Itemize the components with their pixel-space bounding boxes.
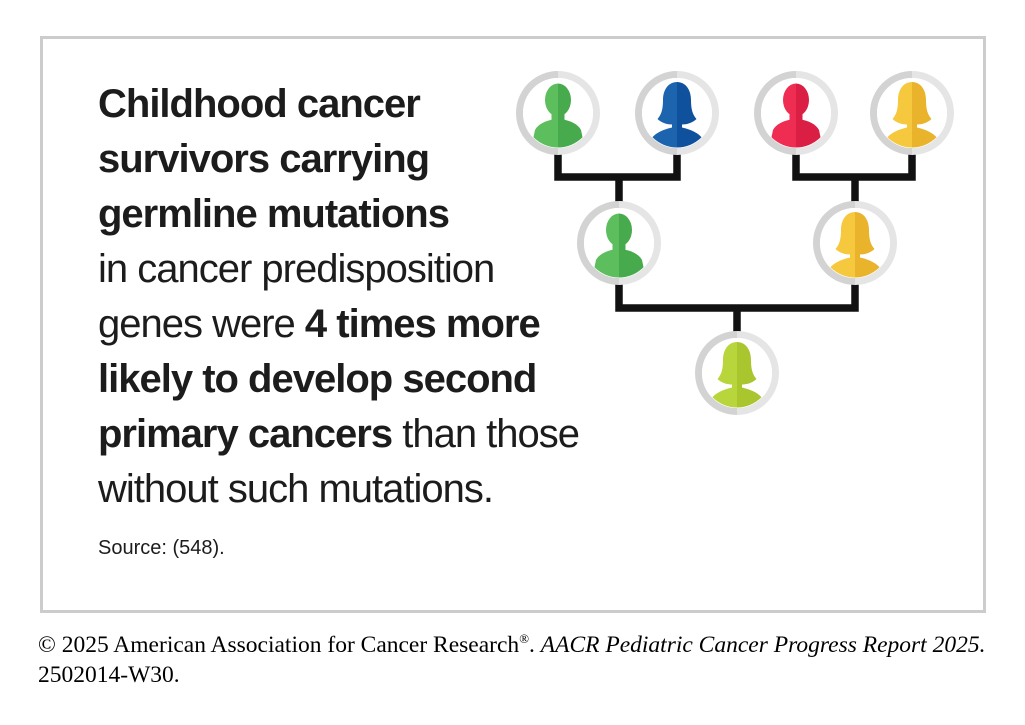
copyright-text: © 2025 American Association for Cancer R… [38, 632, 520, 658]
family-connector-bracket [554, 152, 681, 203]
person-icon-grandparent-yellow-female [870, 71, 954, 155]
person-icon-grandparent-blue-female [635, 71, 719, 155]
source-citation: Source: (548). [98, 537, 225, 559]
statement-bold-text: likely to develop second [98, 357, 537, 401]
person-icon-parent-yellow-female [813, 201, 897, 285]
family-connector-bracket [615, 282, 859, 333]
family-connector-bracket [792, 152, 916, 203]
statement-bold-text: primary cancers [98, 412, 393, 456]
statement-line: survivors carrying [98, 132, 579, 187]
registered-mark: ® [519, 631, 529, 647]
statement-line: primary cancers than those [98, 407, 580, 462]
statement-line: in cancer predisposition [98, 242, 579, 297]
copyright-footer: © 2025 American Association for Cancer R… [38, 630, 998, 690]
copyright-line-2: 2502014-W30. [38, 662, 180, 688]
headline-statement: Childhood cancer survivors carrying germli… [98, 77, 580, 517]
report-title: AACR Pediatric Cancer Progress Report 20… [540, 632, 986, 658]
statement-line: genes were 4 times more [98, 297, 579, 352]
statement-regular-text: than those [392, 412, 580, 456]
statement-bold-text: Childhood cancer [98, 82, 421, 126]
copyright-line-1: © 2025 American Association for Cancer R… [38, 630, 998, 660]
person-icon-grandparent-red-male [754, 71, 838, 155]
copyright-separator: . [529, 632, 541, 658]
statement-regular-text: genes were [98, 302, 305, 346]
statement-line: germline mutations [98, 187, 579, 242]
statement-line: likely to develop second [98, 352, 579, 407]
statement-line: Childhood cancer [98, 77, 579, 132]
statement-bold-text: survivors carrying [98, 137, 430, 181]
person-icon-child-lime-female [695, 331, 779, 415]
person-icon-grandparent-green-male [516, 71, 600, 155]
statement-regular-text: in cancer predisposition [98, 247, 495, 291]
statement-bold-text: 4 times more [304, 302, 541, 346]
statement-line: without such mutations. [98, 462, 579, 517]
statement-regular-text: without such mutations. [98, 467, 494, 511]
statement-bold-text: germline mutations [98, 192, 450, 236]
person-icon-parent-green-male [577, 201, 661, 285]
